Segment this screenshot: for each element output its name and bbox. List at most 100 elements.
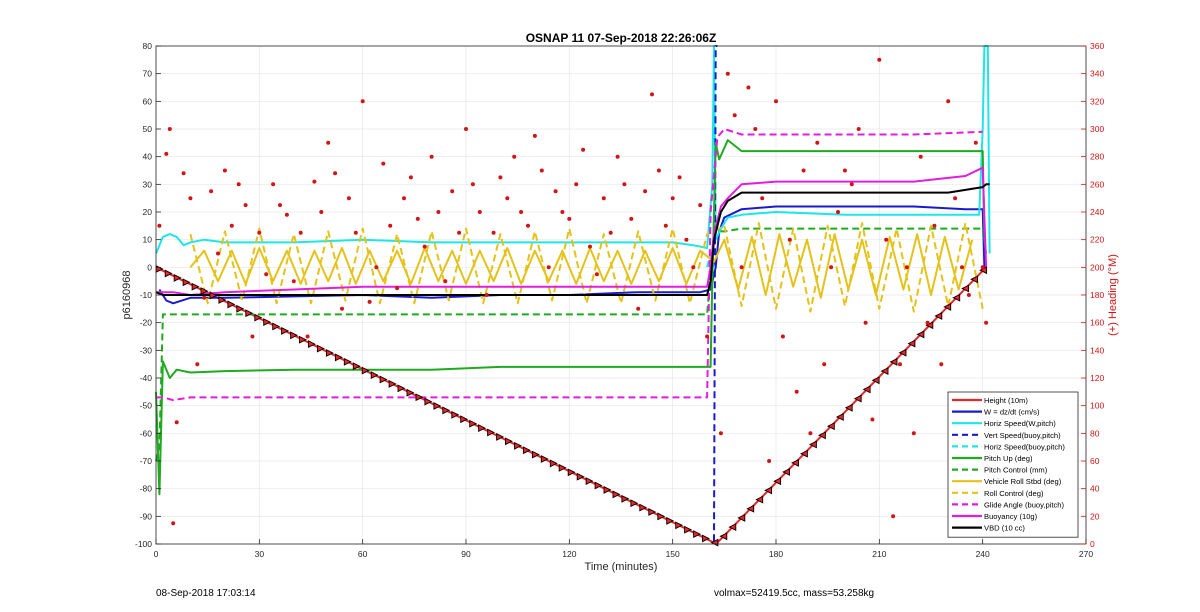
heading-point (512, 154, 517, 159)
height-marker (693, 530, 702, 539)
heading-point (305, 334, 310, 339)
y2-axis-label: (+) Heading (°M) (1107, 254, 1119, 336)
heading-point (236, 182, 241, 187)
y-tick-label: -40 (140, 373, 153, 383)
height-marker (657, 512, 666, 521)
height-marker (164, 269, 173, 278)
heading-point (966, 293, 971, 297)
y-tick-label: -10 (140, 290, 153, 300)
heading-point (477, 210, 482, 214)
x-tick-label: 240 (976, 549, 990, 559)
heading-point (271, 182, 276, 187)
legend-entry: Horiz Speed(buoy,pitch) (984, 442, 1065, 451)
heading-point (532, 133, 537, 138)
height-marker (621, 494, 630, 503)
heading-point (973, 140, 978, 145)
heading-point (984, 320, 989, 325)
height-markers (155, 265, 988, 547)
heading-point (808, 431, 813, 436)
heading-point (849, 182, 854, 187)
height-marker (281, 326, 290, 335)
height-marker (567, 468, 576, 477)
y2-tick-label: 220 (1090, 235, 1104, 245)
x-tick-label: 90 (461, 549, 471, 559)
heading-point (340, 306, 344, 311)
heading-point (167, 127, 172, 131)
heading-point (656, 168, 661, 173)
heading-point (257, 230, 262, 235)
height-marker (549, 459, 558, 468)
heading-point (367, 299, 372, 304)
heading-point (670, 196, 675, 201)
heading-point (216, 251, 220, 256)
x-tick-label: 180 (769, 549, 783, 559)
heading-point (588, 244, 592, 249)
heading-point (388, 223, 393, 228)
heading-point (195, 362, 200, 367)
height-marker (970, 275, 979, 284)
height-marker (576, 472, 585, 481)
heading-point (264, 272, 269, 277)
series-vehicle-roll-stbd-deg (189, 233, 974, 299)
heading-point (408, 175, 413, 180)
height-marker (585, 477, 594, 486)
legend: Height (10m) W = dz/dt (cm/s) Horiz Speed(… (947, 391, 1079, 538)
heading-point (312, 179, 317, 184)
heading-point (374, 265, 379, 270)
y-tick-label: -80 (140, 484, 153, 494)
heading-point (746, 85, 751, 90)
height-marker (263, 318, 272, 327)
legend-entry: Pitch Up (deg) (984, 454, 1033, 463)
heading-point (457, 230, 462, 235)
height-marker (684, 525, 693, 534)
heading-point (157, 223, 162, 228)
height-marker (612, 490, 621, 499)
heading-point (443, 279, 448, 284)
heading-point (450, 189, 455, 194)
height-marker (522, 446, 531, 455)
legend-entry: Vert Speed(buoy,pitch) (984, 431, 1061, 440)
height-marker (737, 513, 746, 522)
height-marker (791, 458, 799, 467)
heading-point (491, 230, 496, 235)
x-tick-label: 0 (154, 549, 159, 559)
heading-point (243, 203, 248, 208)
heading-point (402, 196, 406, 201)
heading-point (436, 210, 441, 214)
heading-point (539, 168, 544, 173)
height-marker (451, 410, 460, 419)
x-tick-label: 30 (255, 549, 265, 559)
height-marker (630, 499, 639, 508)
heading-point (753, 127, 758, 131)
heading-scatter (157, 57, 989, 526)
heading-point (615, 154, 620, 159)
y2-tick-label: 0 (1090, 539, 1095, 549)
height-marker (531, 450, 540, 459)
legend-entry: Vehicle Roll Stbd (deg) (984, 477, 1062, 486)
height-marker (666, 516, 675, 525)
heading-point (553, 189, 558, 194)
height-marker (514, 441, 522, 450)
height-marker (308, 340, 316, 349)
y-tick-label: -100 (135, 539, 152, 549)
heading-point (608, 230, 613, 235)
heading-point (505, 196, 510, 201)
y-tick-label: 80 (143, 41, 153, 51)
y-axis-right: 0 20 40 60 80 100 120 140 160 180 200 220 240 260 280 3… (1081, 41, 1104, 549)
heading-point (567, 216, 572, 221)
heading-point (519, 210, 524, 214)
legend-entry: Buoyancy (10g) (984, 512, 1038, 521)
height-marker (334, 353, 343, 362)
heading-point (181, 171, 186, 176)
heading-point (291, 279, 296, 284)
x-tick-label: 120 (562, 549, 576, 559)
height-marker (254, 313, 263, 322)
heading-point (856, 127, 861, 131)
heading-point (815, 140, 820, 145)
heading-point (918, 154, 923, 159)
height-marker (817, 431, 826, 440)
heading-point (429, 154, 434, 159)
series-vbd-10-cc (155, 183, 990, 296)
heading-point (498, 175, 503, 180)
y-tick-label: -70 (140, 456, 153, 466)
